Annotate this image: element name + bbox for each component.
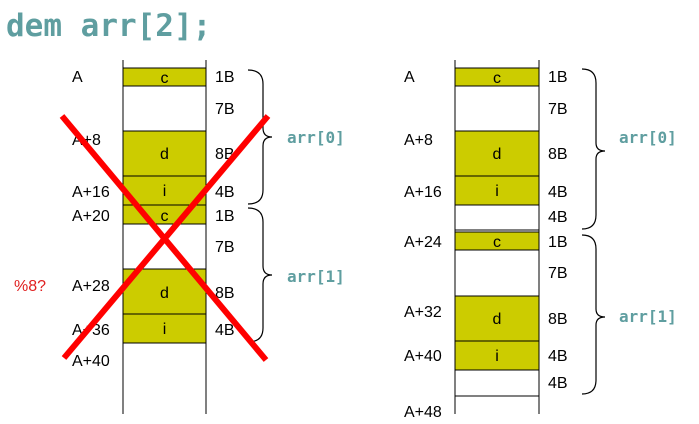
right-cell-label: i: [495, 348, 499, 365]
left-size: 7B: [215, 101, 235, 118]
left-size: 4B: [215, 322, 235, 339]
right-brace-arr0: [581, 68, 606, 230]
left-size: 7B: [215, 239, 235, 256]
left-cell-i-1: [122, 313, 207, 344]
left-brace-arr1: [247, 207, 273, 343]
right-address: A+40: [404, 348, 442, 365]
left-arr1-label: arr[1]: [287, 267, 345, 286]
right-address: A+32: [404, 304, 442, 321]
left-size: 4B: [215, 184, 235, 201]
right-cell-label: c: [493, 70, 501, 87]
left-cell-label: i: [163, 183, 167, 200]
alignment-question-note: %8?: [14, 278, 46, 295]
right-cell-d-1: [454, 295, 540, 342]
right-address: A+48: [404, 404, 442, 421]
right-cell-label: d: [493, 146, 502, 163]
left-size: 8B: [215, 285, 235, 302]
right-size: 4B: [548, 348, 568, 365]
left-cell-label: c: [161, 208, 169, 225]
right-size: 8B: [548, 311, 568, 328]
right-address: A+16: [404, 184, 442, 201]
right-arr0-label: arr[0]: [619, 128, 677, 147]
page-title: dem arr[2];: [6, 8, 211, 44]
left-cell-label: i: [163, 321, 167, 338]
left-cell-d-0: [122, 130, 207, 177]
right-arr1-label: arr[1]: [619, 307, 677, 326]
left-address: A+40: [72, 353, 110, 370]
cross-out-mark: [61, 114, 271, 360]
left-size: 1B: [215, 208, 235, 225]
right-layout: c d i c d i A A+8 A+16 A+24 A+32 A+40 A+…: [404, 60, 677, 421]
left-address: A+28: [72, 278, 110, 295]
right-size: 1B: [548, 69, 568, 86]
right-size: 1B: [548, 234, 568, 251]
left-arr0-label: arr[0]: [287, 128, 345, 147]
left-cell-c-0: [122, 67, 207, 87]
left-address: A+16: [72, 184, 110, 201]
right-cell-label: i: [495, 183, 499, 200]
left-size: 1B: [215, 69, 235, 86]
left-layout: c d i c d i A A+8 A+16 A+20 A+28 A+36 A+…: [14, 60, 345, 414]
right-cell-i-0: [454, 175, 540, 206]
left-address: A: [72, 69, 83, 86]
right-cell-label: c: [493, 234, 501, 251]
right-address: A+24: [404, 234, 442, 251]
right-cell-d-0: [454, 130, 540, 177]
right-size: 4B: [548, 209, 568, 226]
right-address: A+8: [404, 132, 433, 149]
left-cell-label: c: [161, 70, 169, 87]
right-size: 4B: [548, 375, 568, 392]
right-cell-c-0: [454, 67, 540, 87]
right-cell-c-1: [454, 231, 540, 251]
left-cell-label: d: [160, 285, 169, 302]
right-size: 4B: [548, 184, 568, 201]
right-cell-i-1: [454, 340, 540, 371]
right-address: A: [404, 69, 415, 86]
left-brace-arr0: [247, 69, 273, 205]
left-cell-label: d: [160, 146, 169, 163]
right-brace-arr1: [581, 234, 606, 395]
left-address: A+20: [72, 208, 110, 225]
right-size: 8B: [548, 146, 568, 163]
right-cell-label: d: [493, 311, 502, 328]
right-size: 7B: [548, 265, 568, 282]
right-size: 7B: [548, 101, 568, 118]
